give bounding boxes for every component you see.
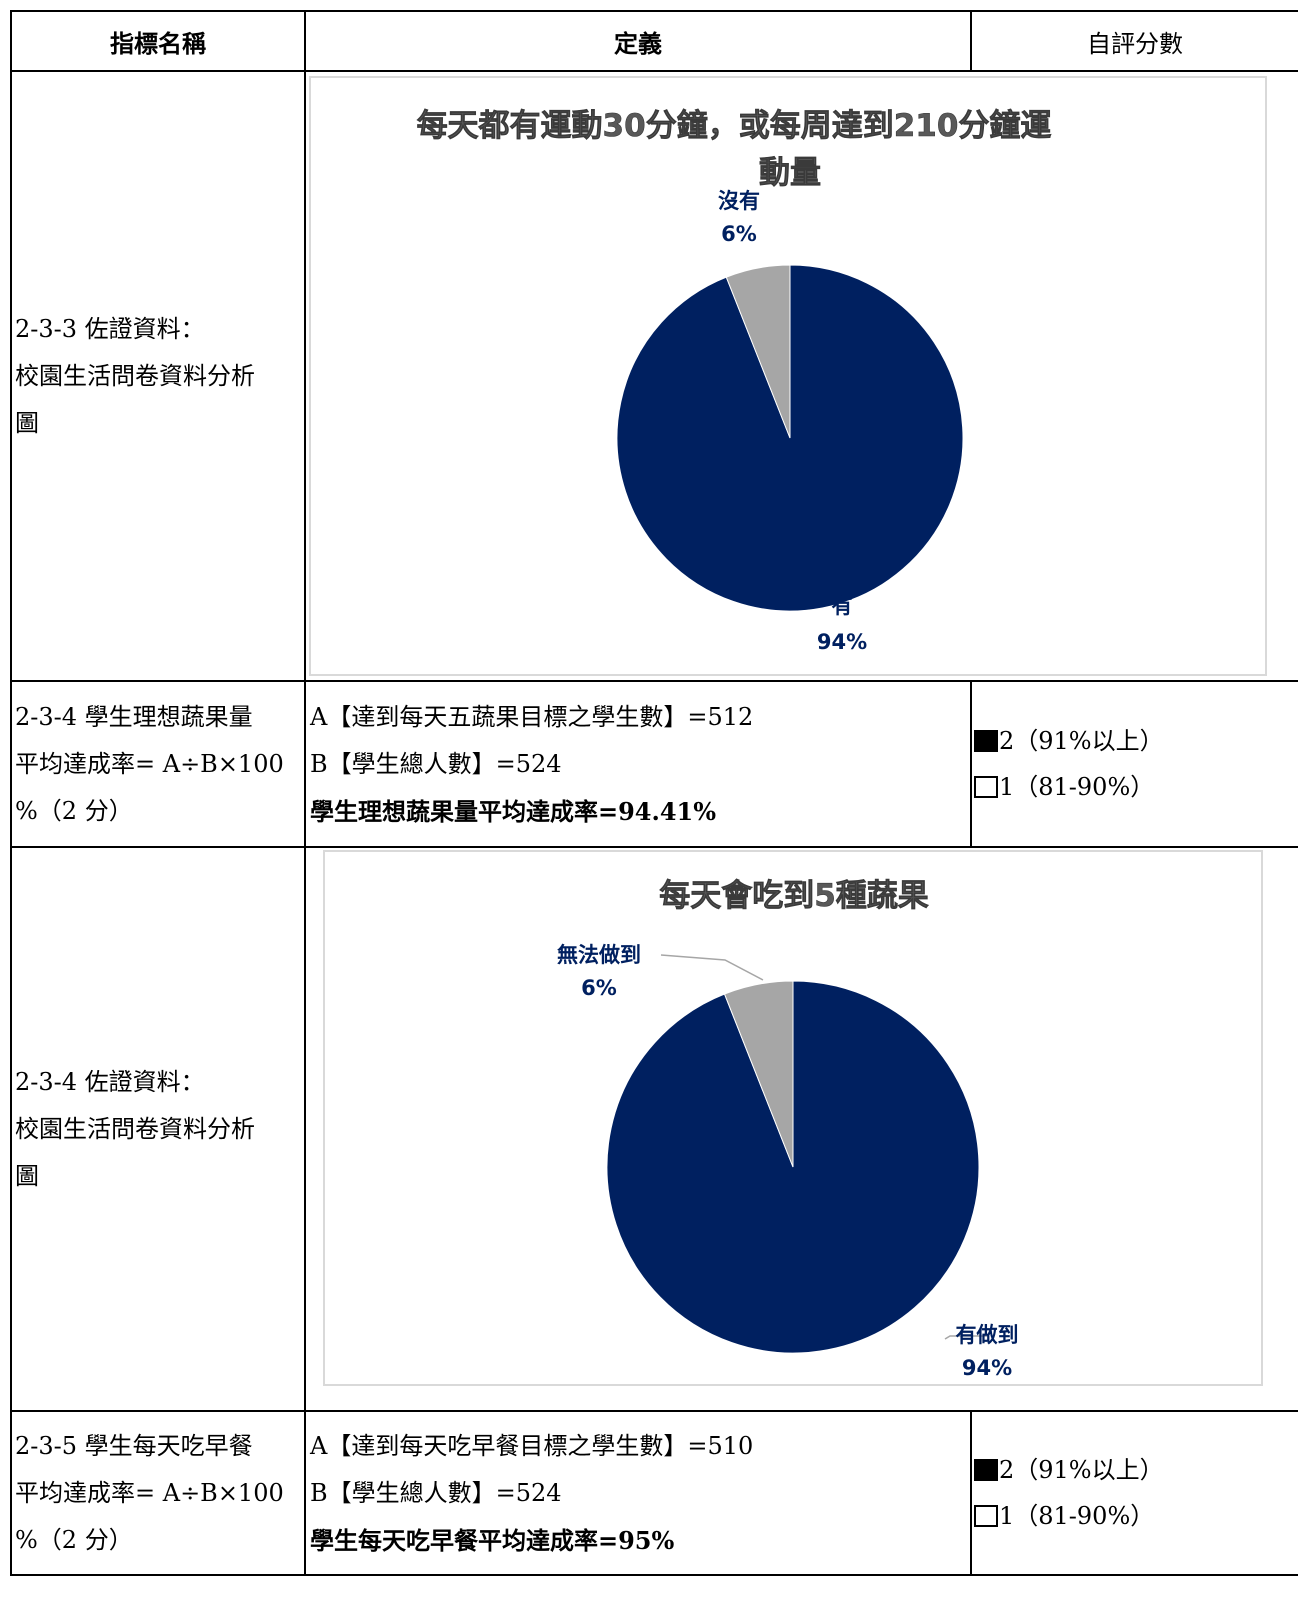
definition-b: B【學生總人數】=524 [310, 749, 562, 778]
label-line: 2-3-5 學生每天吃早餐 [15, 1431, 253, 1460]
label-line: 平均達成率= A÷B×100 [15, 749, 284, 778]
slice-label-did: 有做到 [956, 1323, 1019, 1347]
score-cell: 2（91%以上） 1（81-90%） [970, 680, 1298, 848]
slice-pct-yes: 94% [817, 630, 867, 654]
pie-slices [606, 980, 980, 1354]
slice-label-yes: 有 [832, 594, 853, 618]
label-line: 平均達成率= A÷B×100 [15, 1478, 284, 1507]
indicator-label: 2-3-3 佐證資料： 校園生活問卷資料分析 圖 [10, 70, 306, 682]
definition-result: 學生每天吃早餐平均達成率=95% [310, 1525, 675, 1555]
checked-box-icon[interactable] [974, 730, 998, 752]
header-self-score: 自評分數 [970, 10, 1298, 72]
score-option-label: 1（81-90%） [999, 773, 1155, 801]
unchecked-box-icon[interactable] [974, 776, 998, 798]
score-option-label: 2（91%以上） [999, 1456, 1164, 1484]
slice-pct-did: 94% [962, 1356, 1012, 1380]
checked-box-icon[interactable] [974, 1459, 998, 1481]
score-option-2[interactable]: 2（91%以上） [974, 718, 1298, 764]
chart-frame: 每天都有運動30分鐘，或每周達到210分鐘運 動量 沒有 6% 有 94% [309, 76, 1267, 676]
label-line: 校園生活問卷資料分析 [15, 361, 255, 390]
unchecked-box-icon[interactable] [974, 1505, 998, 1527]
indicator-label: 2-3-5 學生每天吃早餐 平均達成率= A÷B×100 %（2 分） [10, 1410, 306, 1576]
indicator-row-2-3-4: 2-3-4 學生理想蔬果量 平均達成率= A÷B×100 %（2 分） A【達到… [10, 680, 1298, 848]
label-line: 2-3-4 學生理想蔬果量 [15, 702, 253, 731]
label-line: 圖 [15, 1161, 39, 1190]
score-option-label: 2（91%以上） [999, 727, 1164, 755]
label-line: %（2 分） [15, 1525, 133, 1554]
chart-title: 每天會吃到5種蔬果 [659, 878, 929, 914]
indicator-label: 2-3-4 學生理想蔬果量 平均達成率= A÷B×100 %（2 分） [10, 680, 306, 848]
chart-cell: 每天會吃到5種蔬果 無法做到 6% 有做到 94% [304, 846, 1298, 1412]
pie-slices [616, 264, 964, 612]
slice-pct-cannot: 6% [581, 976, 617, 1000]
evidence-row-2-3-3: 2-3-3 佐證資料： 校園生活問卷資料分析 圖 每天都有運動30分鐘，或每周達… [10, 70, 1298, 682]
slice-label-cannot: 無法做到 [557, 943, 641, 967]
header-definition: 定義 [304, 10, 972, 72]
score-cell: 2（91%以上） 1（81-90%） [970, 1410, 1298, 1576]
definition-cell: A【達到每天五蔬果目標之學生數】=512 B【學生總人數】=524 學生理想蔬果… [304, 680, 972, 848]
score-option-2[interactable]: 2（91%以上） [974, 1447, 1298, 1493]
fruit-veg-pie-chart: 每天會吃到5種蔬果 無法做到 6% 有做到 94% [557, 878, 1019, 1380]
leader-line [660, 954, 764, 981]
evidence-row-2-3-4: 2-3-4 佐證資料： 校園生活問卷資料分析 圖 每天會吃到5種蔬果 無法做到 … [10, 846, 1298, 1412]
label-line: 2-3-4 佐證資料： [15, 1067, 205, 1096]
definition-a: A【達到每天五蔬果目標之學生數】=512 [310, 702, 754, 731]
indicator-label: 2-3-4 佐證資料： 校園生活問卷資料分析 圖 [10, 846, 306, 1412]
exercise-pie-chart: 每天都有運動30分鐘，或每周達到210分鐘運 動量 沒有 6% 有 94% [416, 108, 1052, 654]
header-indicator-name: 指標名稱 [10, 10, 306, 72]
chart-title: 動量 [759, 155, 821, 191]
definition-b: B【學生總人數】=524 [310, 1478, 562, 1507]
leader-line [944, 1335, 989, 1340]
pie-slice-1 [725, 264, 791, 439]
score-option-1[interactable]: 1（81-90%） [974, 764, 1298, 810]
label-line: 圖 [15, 408, 39, 437]
evaluation-table: 指標名稱 定義 自評分數 2-3-3 佐證資料： 校園生活問卷資料分析 圖 每天… [10, 10, 1298, 1576]
label-line: 2-3-3 佐證資料： [15, 314, 205, 343]
slice-label-no: 沒有 [718, 189, 760, 213]
definition-cell: A【達到每天吃早餐目標之學生數】=510 B【學生總人數】=524 學生每天吃早… [304, 1410, 972, 1576]
label-line: 校園生活問卷資料分析 [15, 1114, 255, 1143]
definition-result: 學生理想蔬果量平均達成率=94.41% [310, 796, 717, 826]
chart-title: 每天都有運動30分鐘，或每周達到210分鐘運 [417, 108, 1052, 144]
score-option-label: 1（81-90%） [999, 1502, 1155, 1530]
indicator-row-2-3-5: 2-3-5 學生每天吃早餐 平均達成率= A÷B×100 %（2 分） A【達到… [10, 1410, 1298, 1576]
pie-slice-1 [723, 980, 794, 1168]
definition-a: A【達到每天吃早餐目標之學生數】=510 [310, 1431, 754, 1460]
label-line: %（2 分） [15, 796, 133, 825]
chart-frame: 每天會吃到5種蔬果 無法做到 6% 有做到 94% [323, 850, 1263, 1386]
header-row: 指標名稱 定義 自評分數 [10, 10, 1298, 72]
score-option-1[interactable]: 1（81-90%） [974, 1493, 1298, 1539]
chart-cell: 每天都有運動30分鐘，或每周達到210分鐘運 動量 沒有 6% 有 94% [304, 70, 1298, 682]
slice-pct-no: 6% [721, 222, 757, 246]
